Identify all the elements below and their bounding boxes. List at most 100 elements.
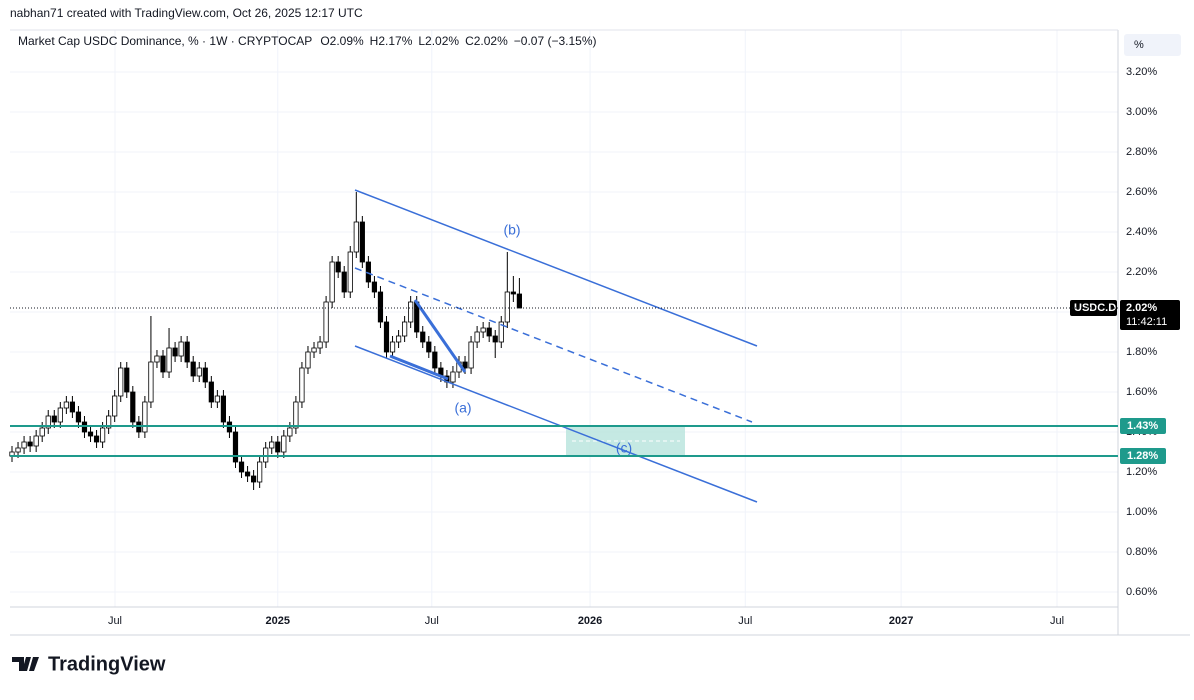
candle-body — [299, 367, 305, 403]
candle-body — [87, 431, 94, 437]
candle-body — [311, 347, 317, 353]
y-tick-label: 0.60% — [1126, 586, 1157, 598]
candle-body — [220, 395, 227, 423]
candle-body — [21, 441, 27, 449]
candle-body — [124, 367, 130, 393]
candle-body — [45, 415, 51, 429]
candle-body — [208, 381, 214, 403]
x-tick-label: Jul — [1050, 615, 1064, 627]
candle-body — [492, 335, 498, 343]
candle-body — [15, 447, 21, 453]
candle-body — [504, 291, 510, 323]
candle-body — [27, 441, 33, 447]
candle-body — [395, 335, 402, 343]
candle-body — [142, 401, 148, 433]
symbol-title: Market Cap USDC Dominance, % · 1W · CRYP… — [18, 34, 312, 48]
logo — [12, 657, 39, 671]
candle-body — [154, 355, 160, 363]
candle-body — [498, 321, 504, 343]
candle-body — [317, 341, 323, 349]
candle-body — [257, 461, 263, 483]
candle-body — [63, 401, 69, 409]
candle-body — [251, 475, 257, 483]
x-tick-label: 2025 — [266, 615, 290, 627]
candle-body — [359, 221, 365, 263]
unit-button[interactable] — [1124, 34, 1181, 56]
candle-body — [160, 355, 166, 373]
candle-body — [468, 341, 474, 369]
level-tag — [1120, 418, 1166, 434]
candle-body — [130, 391, 136, 423]
brand: TradingView — [48, 653, 166, 675]
x-tick-label: Jul — [738, 615, 752, 627]
candle-body — [118, 367, 124, 397]
credit: nabhan71 created with TradingView.com, O… — [10, 6, 363, 20]
wave-label: (c) — [616, 440, 632, 456]
ohlc-value: L2.02% — [418, 34, 459, 48]
price-label: 2.02% — [1126, 302, 1157, 314]
x-tick-label: 2026 — [578, 615, 602, 627]
candle-body — [196, 367, 202, 377]
candle-body — [377, 291, 384, 323]
level-label: 1.43% — [1127, 420, 1158, 432]
candle-body — [214, 395, 220, 403]
candle-body — [39, 427, 45, 437]
candle-body — [51, 415, 57, 423]
channel-upper — [354, 189, 758, 347]
candle-body — [69, 401, 75, 413]
candle-body — [389, 341, 396, 353]
candle-body — [480, 327, 486, 333]
candle-body — [232, 431, 239, 463]
candle-body — [100, 427, 106, 443]
candle-body — [184, 341, 190, 363]
candle-body — [426, 341, 432, 353]
candle-body — [293, 401, 299, 429]
countdown: 11:42:11 — [1126, 316, 1167, 328]
y-tick-label: 3.20% — [1126, 66, 1157, 78]
price-tag — [1120, 300, 1180, 330]
candle-body — [33, 435, 39, 447]
ohlc-value: C2.02% — [465, 34, 508, 48]
candle-body — [335, 261, 341, 273]
candle-body — [329, 261, 335, 303]
candle-body — [420, 331, 426, 343]
wedge-upper — [413, 299, 467, 373]
candle-body — [202, 367, 208, 383]
candle-body — [244, 471, 251, 477]
grid — [10, 30, 1118, 607]
candle-body — [148, 361, 154, 403]
y-tick-label: 1.00% — [1126, 506, 1157, 518]
wedge-lower — [389, 354, 449, 381]
candle-body — [371, 281, 378, 293]
axes: 0.60%0.80%1.00%1.20%1.40%1.60%1.80%2.00%… — [108, 66, 1180, 627]
axis-unit: % — [1134, 39, 1144, 51]
candle-body — [178, 341, 184, 357]
candle-body — [474, 331, 480, 343]
candle-body — [323, 301, 329, 343]
candle-body — [190, 361, 196, 377]
drawings — [354, 189, 758, 503]
y-tick-label: 1.20% — [1126, 466, 1157, 478]
y-tick-label: 1.80% — [1126, 346, 1157, 358]
y-tick-label: 1.60% — [1126, 386, 1157, 398]
y-tick-label: 0.80% — [1126, 546, 1157, 558]
candle-body — [281, 435, 287, 453]
channel-lower — [354, 345, 758, 503]
candle-body — [166, 347, 172, 373]
y-tick-label: 2.20% — [1126, 266, 1157, 278]
candle-body — [353, 221, 359, 253]
candle-body — [275, 441, 281, 453]
wave-label: (b) — [503, 222, 520, 238]
candle-body — [383, 321, 390, 353]
x-tick-label: 2027 — [889, 615, 913, 627]
y-tick-label: 2.80% — [1126, 146, 1157, 158]
candle-body — [462, 361, 468, 369]
y-tick-label: 3.00% — [1126, 106, 1157, 118]
candle-body — [347, 251, 353, 293]
candle-body — [341, 271, 347, 293]
x-tick-label: Jul — [108, 615, 122, 627]
candle-body — [432, 351, 438, 369]
candle-body — [365, 261, 371, 283]
